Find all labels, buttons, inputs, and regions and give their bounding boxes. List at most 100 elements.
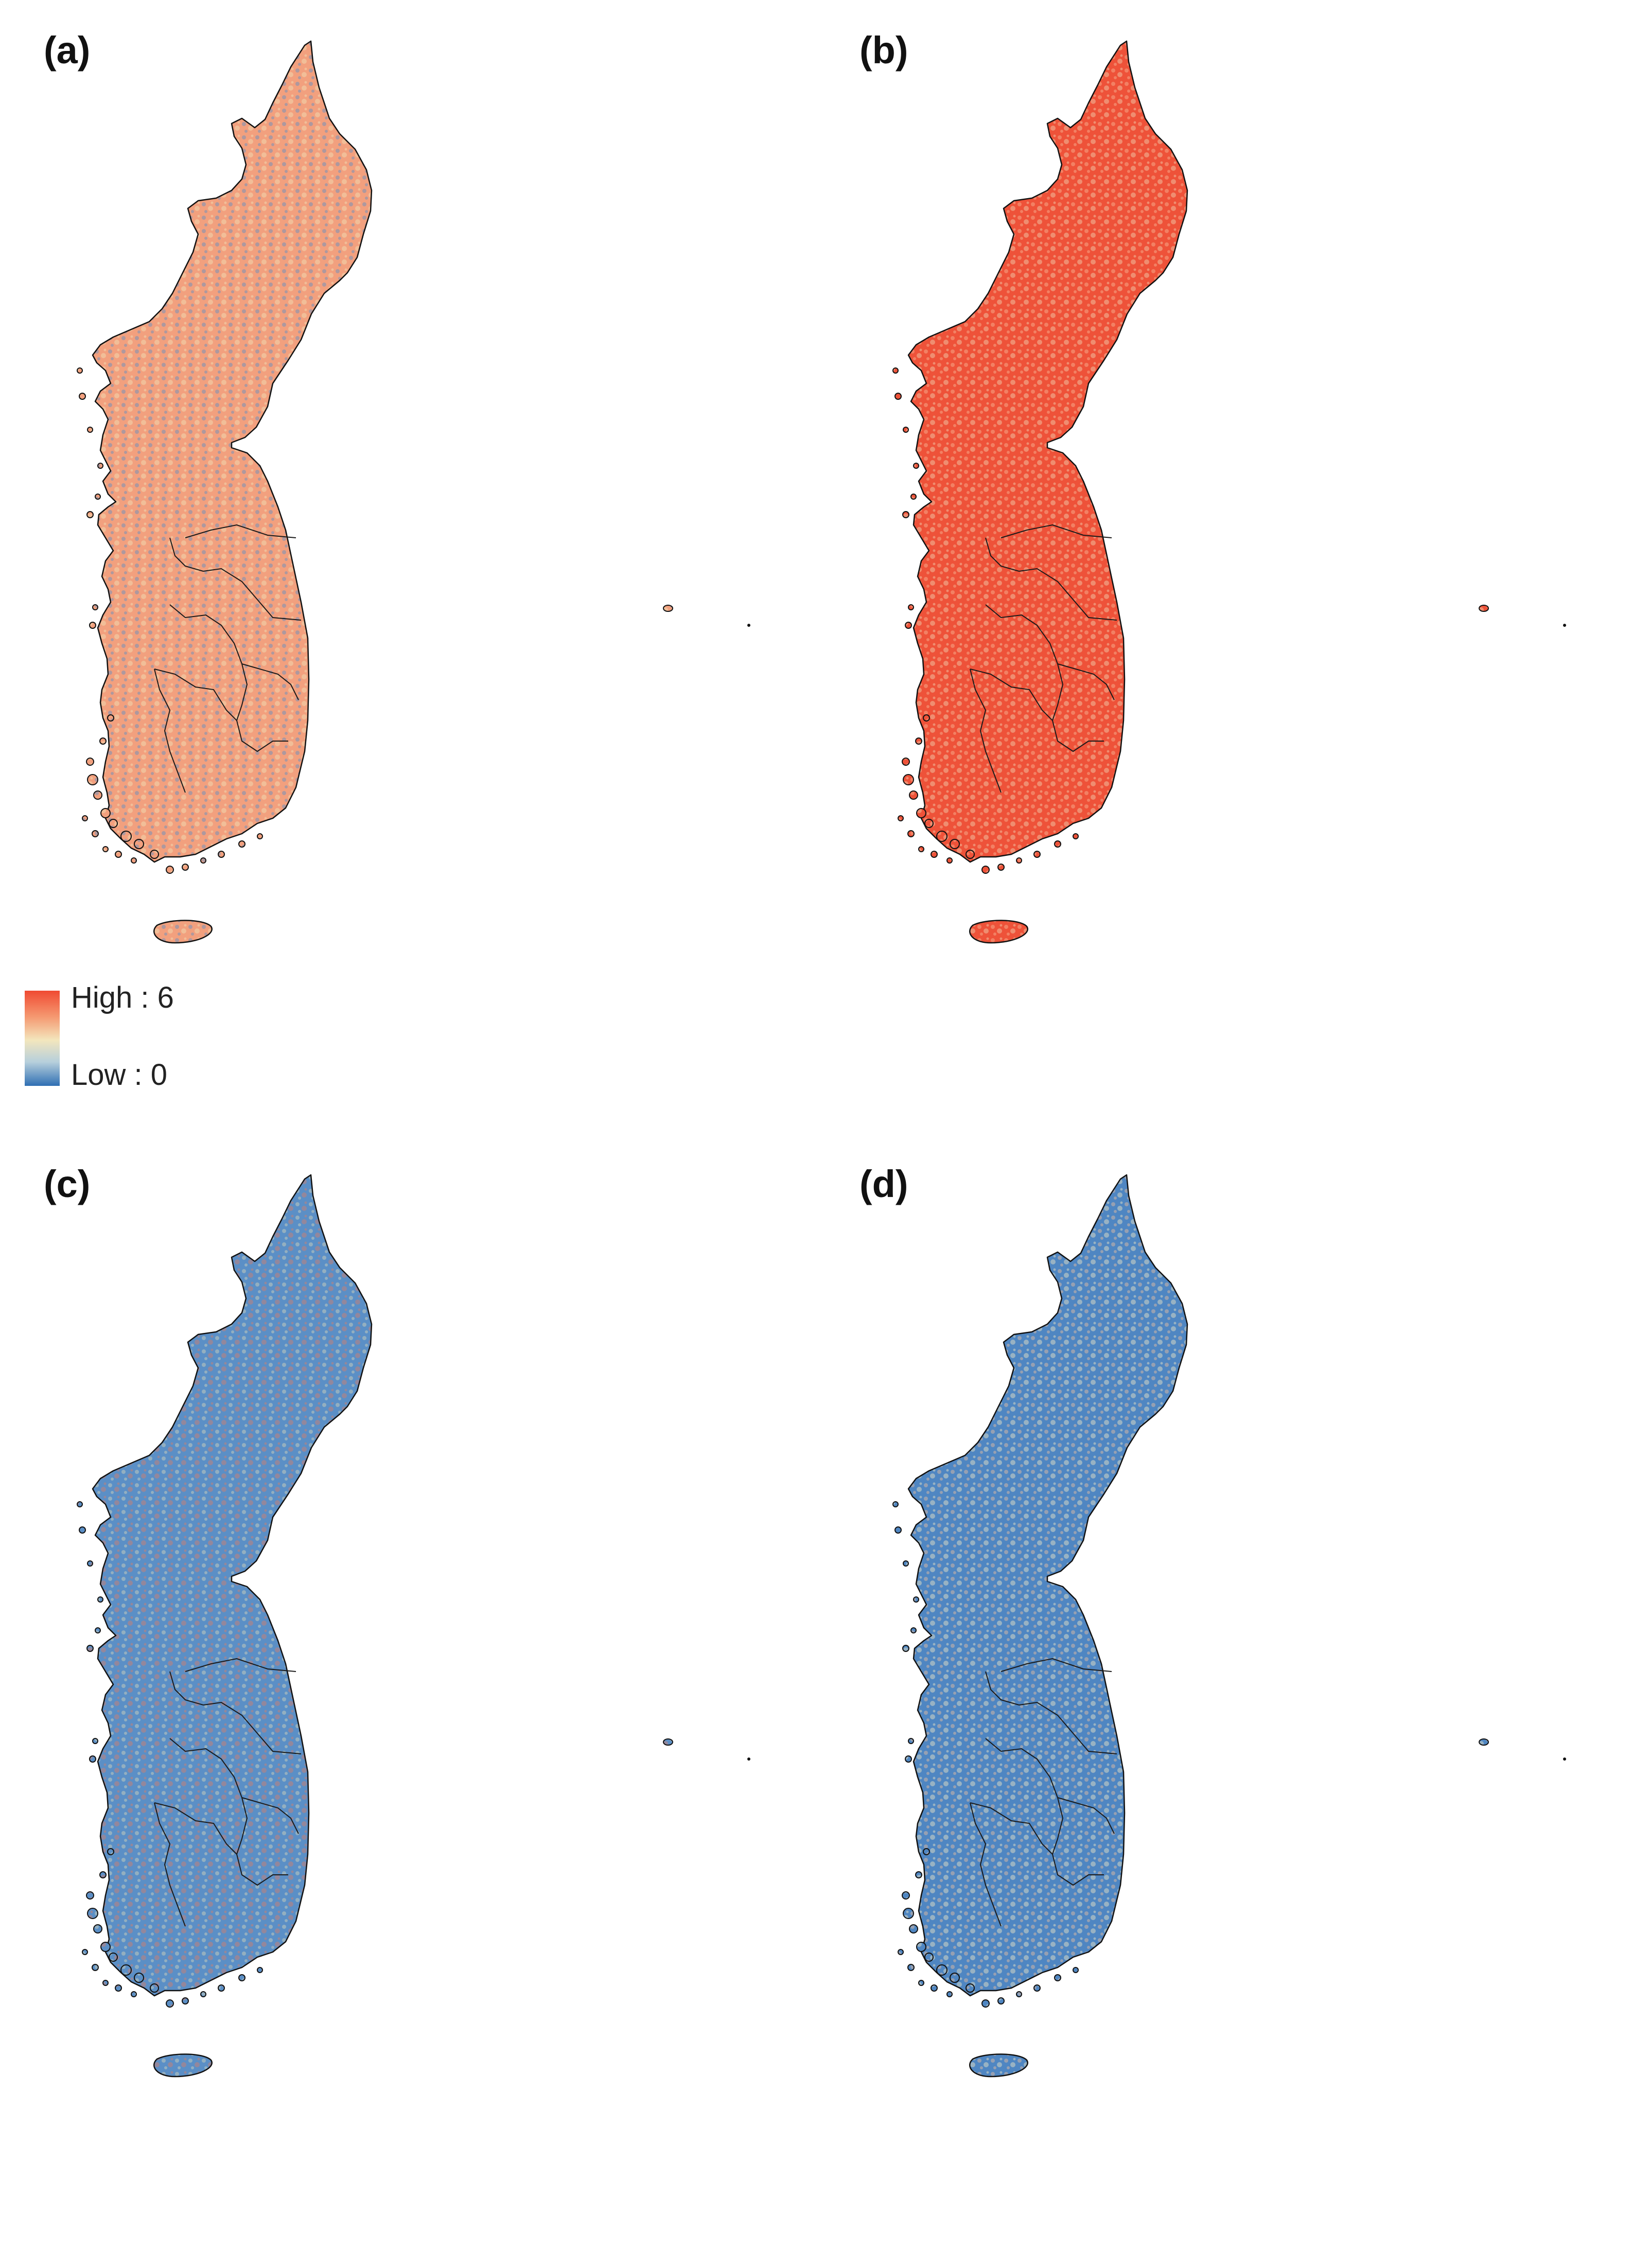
- coastal-island: [107, 1848, 114, 1855]
- dokdo-islet: [747, 624, 750, 627]
- coastal-island: [97, 463, 103, 469]
- province-border: [241, 663, 299, 700]
- coastal-island: [898, 1949, 904, 1955]
- coastal-island: [218, 851, 225, 858]
- coastal-island: [115, 1984, 122, 1992]
- coastal-island: [100, 808, 111, 818]
- coastal-island: [86, 1891, 94, 1900]
- coastal-island: [924, 1953, 934, 1962]
- province-border: [154, 669, 186, 793]
- coastal-island: [1073, 1967, 1079, 1973]
- coastal-island: [909, 790, 918, 800]
- coastal-island: [946, 1991, 953, 1997]
- dokdo-islet: [747, 1757, 750, 1761]
- coastal-island: [257, 1967, 263, 1973]
- coastal-island: [87, 427, 93, 433]
- province-border: [241, 1797, 299, 1834]
- korea-map-group-c: [77, 1174, 750, 2078]
- coastal-island: [93, 1924, 102, 1933]
- province-border: [185, 1658, 296, 1672]
- peninsula-landmass: [92, 1174, 373, 1997]
- coastal-island: [134, 1973, 144, 1983]
- coastal-island: [905, 622, 912, 629]
- korea-map-a: [77, 40, 750, 944]
- coastal-island: [892, 367, 899, 374]
- province-border: [985, 537, 1020, 572]
- coastal-island: [903, 1908, 914, 1919]
- ulleung-island: [663, 605, 673, 612]
- coastal-island: [99, 1871, 107, 1878]
- province-border: [169, 604, 242, 664]
- coastal-island: [907, 830, 915, 837]
- coastal-island: [150, 1983, 159, 1993]
- province-border: [970, 1802, 1002, 1927]
- coastal-island: [946, 857, 953, 864]
- coastal-island: [892, 1501, 899, 1507]
- coastal-island: [95, 494, 101, 500]
- coastal-island: [150, 850, 159, 859]
- coastal-island: [257, 833, 263, 839]
- coastal-island: [1073, 833, 1079, 839]
- coastal-island: [923, 714, 930, 722]
- coastal-island: [1016, 857, 1022, 864]
- jeju-island: [969, 2053, 1028, 2078]
- coastal-island: [1054, 1974, 1061, 1981]
- coastal-island: [910, 1627, 917, 1633]
- province-border: [203, 1701, 302, 1754]
- coastal-island: [997, 1997, 1005, 2005]
- coastal-island: [82, 815, 88, 821]
- coastal-island: [92, 604, 98, 610]
- coastal-island: [931, 851, 938, 858]
- coastal-island: [92, 1964, 99, 1971]
- coastal-island: [102, 1980, 109, 1986]
- jeju-island: [153, 920, 213, 944]
- jeju-island: [969, 920, 1028, 944]
- coastal-island: [131, 857, 137, 864]
- coastal-island: [903, 427, 909, 433]
- coastal-island: [87, 1908, 98, 1919]
- coastal-island: [79, 393, 86, 400]
- coastal-island: [95, 1627, 101, 1633]
- province-border: [1057, 663, 1115, 700]
- coastal-island: [916, 808, 926, 818]
- korea-map-group-b: [892, 40, 1566, 944]
- coastal-island: [120, 831, 132, 842]
- coastal-island: [134, 839, 144, 849]
- province-border: [203, 568, 302, 621]
- coastal-island: [981, 866, 990, 874]
- legend-high-label: High : 6: [71, 981, 174, 1014]
- coastal-island: [1016, 1991, 1022, 1997]
- coastal-island: [115, 851, 122, 858]
- map-panel-d: (d): [816, 1134, 1631, 2267]
- korea-map-d: [892, 1174, 1566, 2078]
- peninsula-landmass: [92, 40, 373, 863]
- coastal-island: [908, 1738, 914, 1744]
- province-border: [1057, 1797, 1115, 1834]
- panel-label-a: (a): [44, 29, 91, 72]
- coastal-island: [93, 790, 102, 800]
- province-border: [970, 1802, 1053, 1855]
- korea-map-c: [77, 1174, 750, 2078]
- coastal-island: [86, 511, 94, 518]
- coastal-island: [86, 1645, 94, 1652]
- dokdo-islet: [1563, 624, 1566, 627]
- coastal-island: [109, 819, 118, 828]
- coastal-island: [902, 511, 909, 518]
- coastal-island: [918, 846, 924, 852]
- coastal-island: [950, 839, 960, 849]
- province-border: [1051, 1797, 1104, 1886]
- coastal-island: [936, 1964, 947, 1976]
- coastal-island: [89, 1755, 96, 1763]
- coastal-island: [100, 1942, 111, 1952]
- coastal-island: [898, 815, 904, 821]
- panel-label-d: (d): [859, 1163, 908, 1205]
- province-border: [1019, 1701, 1117, 1754]
- coastal-island: [905, 1755, 912, 1763]
- coastal-island: [915, 737, 922, 745]
- coastal-island: [79, 1526, 86, 1534]
- map-panel-c: (c): [0, 1134, 816, 2267]
- coastal-island: [909, 1924, 918, 1933]
- coastal-island: [902, 1645, 909, 1652]
- coastal-island: [936, 831, 947, 842]
- province-border: [236, 663, 288, 752]
